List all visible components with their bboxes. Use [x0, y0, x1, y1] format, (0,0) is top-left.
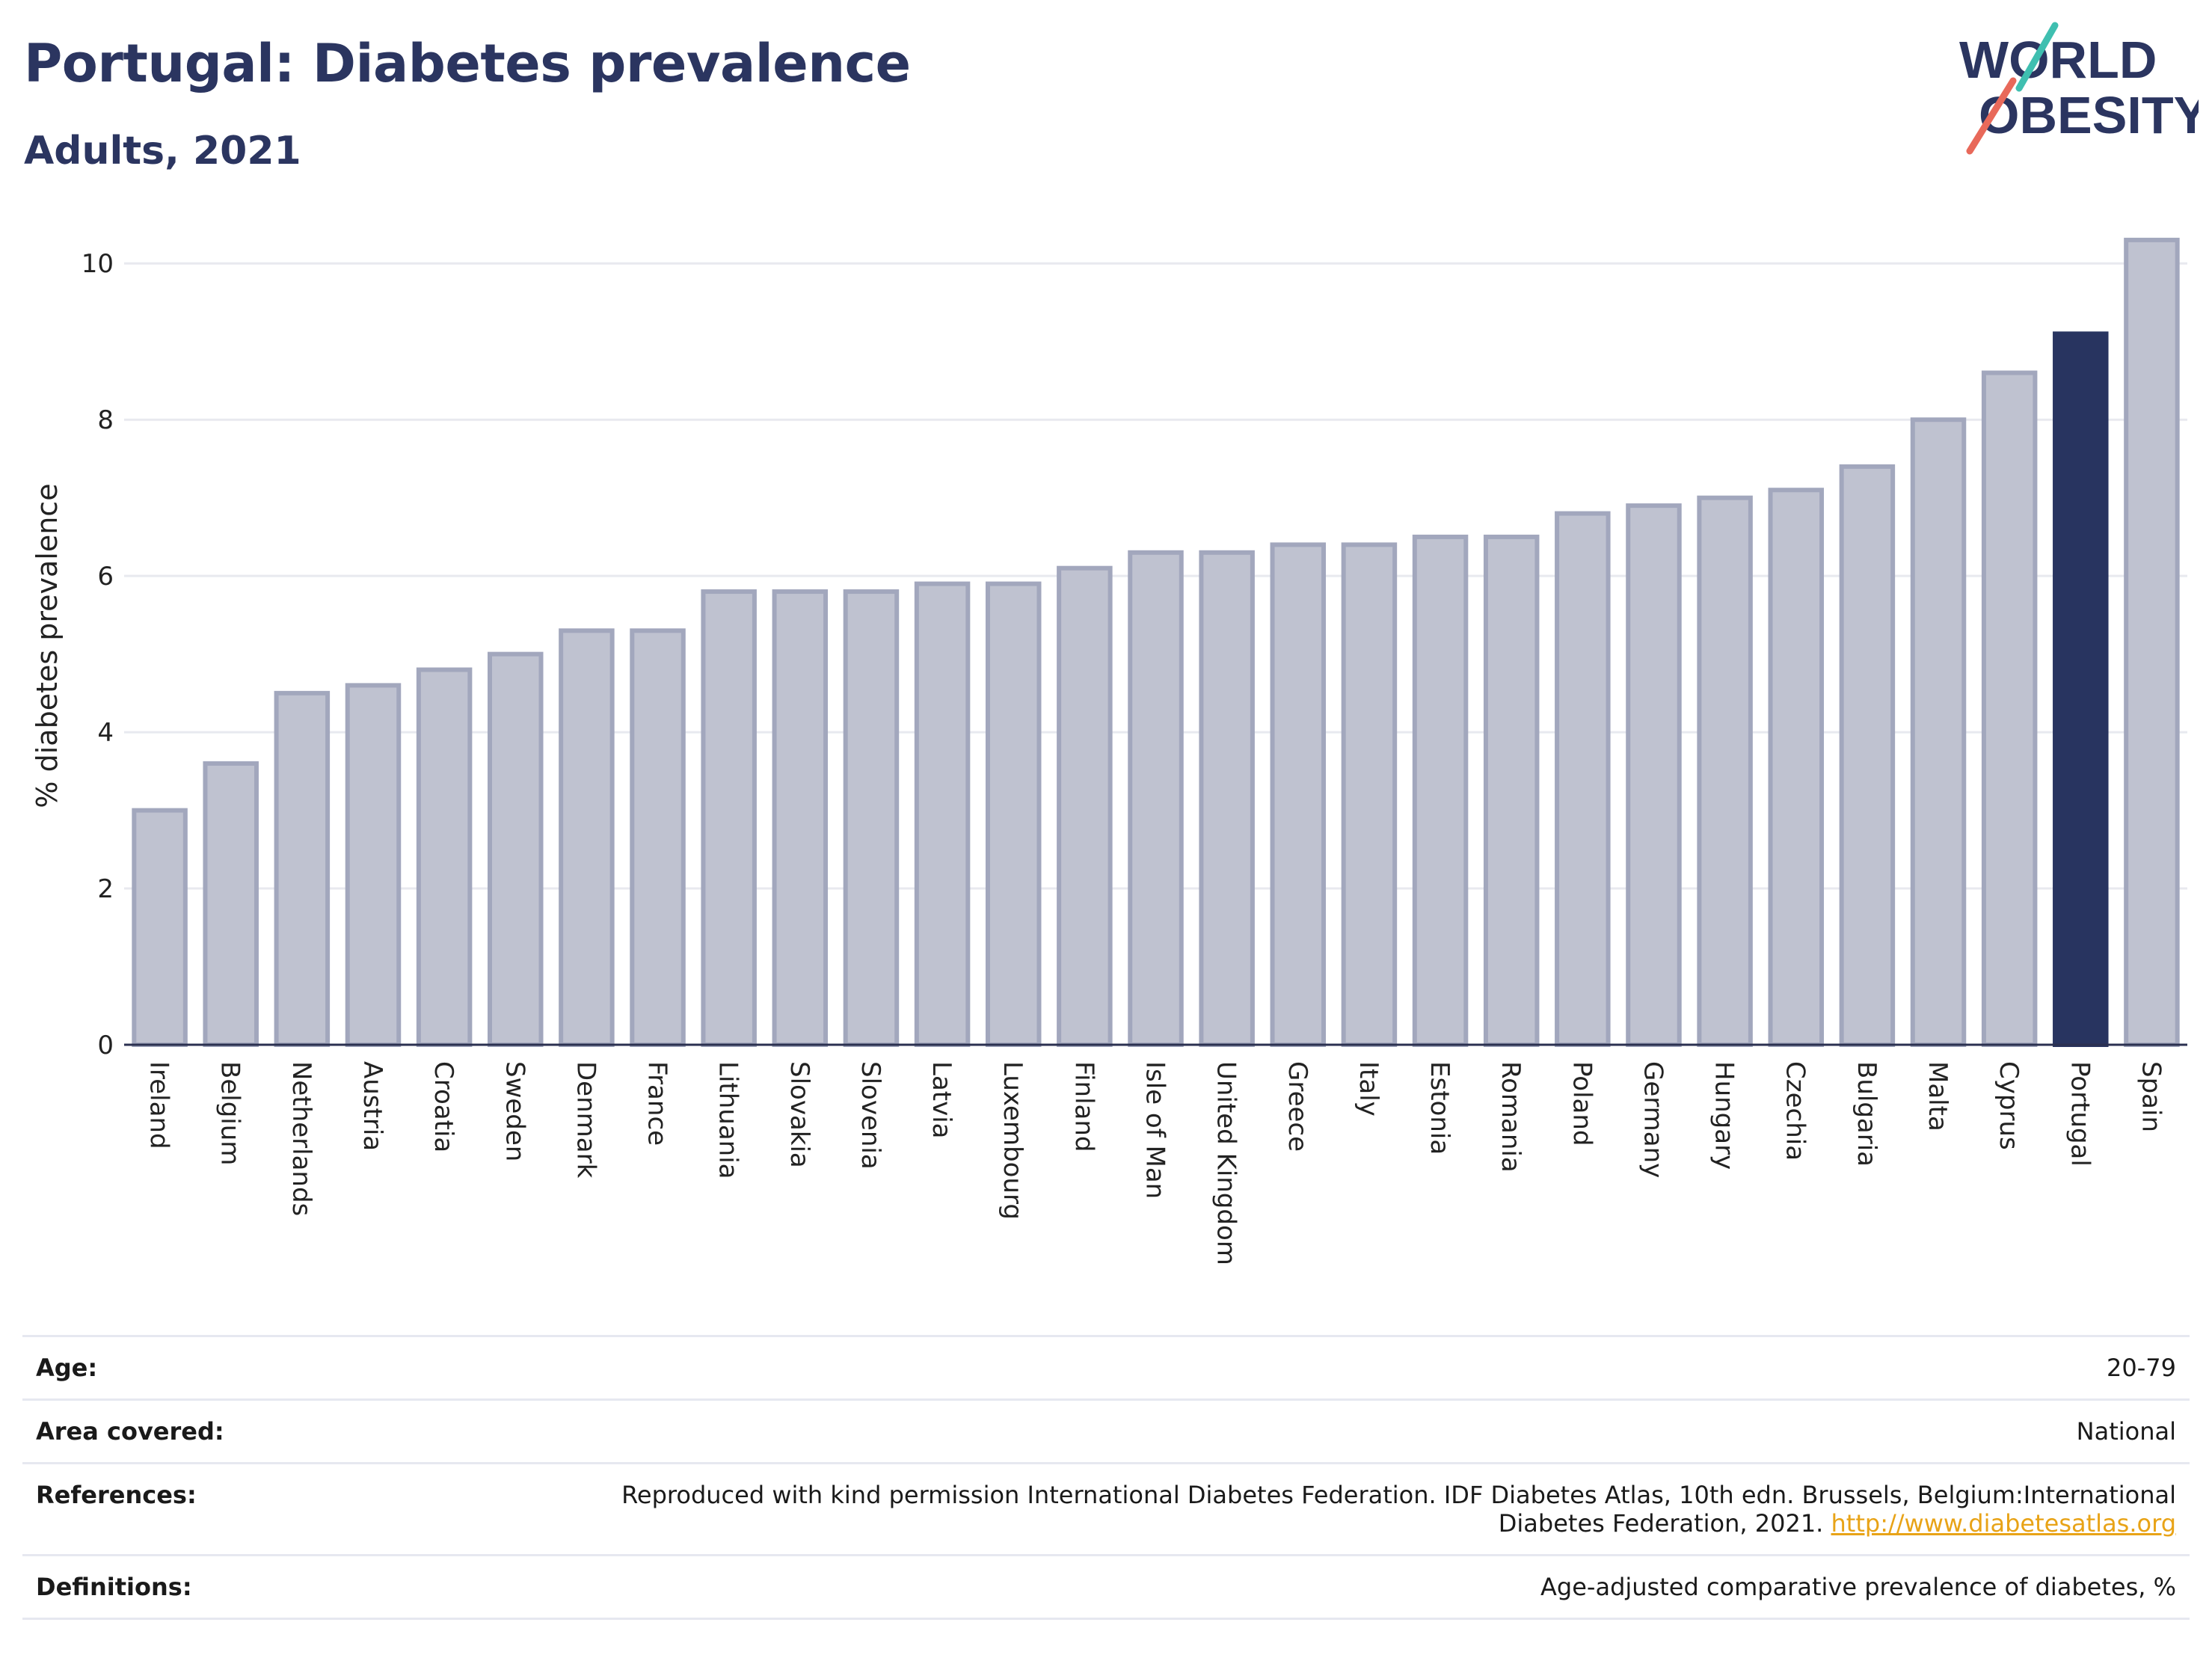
x-tick-label: France [642, 1061, 672, 1146]
references-text2: Diabetes Federation, 2021. [1498, 1509, 1824, 1538]
x-tick-label: Netherlands [286, 1061, 316, 1216]
x-tick-label: Belgium [215, 1061, 245, 1165]
x-tick-label: Greece [1282, 1061, 1312, 1152]
definitions-label: Definitions: [22, 1554, 319, 1620]
x-tick-label: Czechia [1781, 1061, 1810, 1161]
x-tick-label: Romania [1496, 1061, 1526, 1173]
bar-estonia [1412, 534, 1469, 1047]
bar-croatia [416, 667, 473, 1047]
logo-teal-slash [2015, 22, 2059, 92]
y-tick-label: 0 [97, 1031, 114, 1060]
meta-row-area: Area covered: National [22, 1398, 2190, 1464]
bar-isle-of-man [1128, 550, 1184, 1047]
references-text: Reproduced with kind permission Internat… [621, 1481, 2176, 1509]
x-tick-label: Hungary [1709, 1061, 1739, 1170]
bar-belgium [203, 761, 259, 1048]
meta-row-references: References: Reproduced with kind permiss… [22, 1462, 2190, 1556]
x-tick-label: Isle of Man [1140, 1061, 1170, 1199]
x-tick-label: Bulgaria [1852, 1061, 1881, 1167]
y-tick-label: 10 [82, 249, 114, 279]
x-tick-label: Croatia [428, 1061, 458, 1152]
references-label: References: [22, 1462, 319, 1556]
x-tick-label: Latvia [927, 1061, 956, 1139]
logo-coral-slash [1966, 77, 2017, 155]
bar-romania [1483, 534, 1540, 1047]
bar-portugal [2053, 331, 2109, 1047]
bar-greece [1270, 542, 1327, 1047]
x-tick-label: Austria [357, 1061, 387, 1151]
bar-ireland [132, 808, 188, 1047]
x-tick-label: Sweden [500, 1061, 529, 1161]
bar-austria [345, 683, 402, 1048]
meta-row-definitions: Definitions: Age-adjusted comparative pr… [22, 1554, 2190, 1620]
x-tick-label: Slovakia [784, 1061, 814, 1168]
metadata-table: Age: 20-79 Area covered: National Refere… [22, 1335, 2190, 1620]
bar-bulgaria [1839, 464, 1896, 1047]
bar-sweden [488, 651, 544, 1047]
bar-united-kingdom [1199, 550, 1255, 1047]
x-tick-label: Portugal [2065, 1061, 2095, 1167]
meta-row-age: Age: 20-79 [22, 1335, 2190, 1400]
x-tick-label: Poland [1567, 1061, 1597, 1146]
bar-france [630, 628, 686, 1047]
bar-malta [1910, 417, 1967, 1047]
page-title: Portugal: Diabetes prevalence [24, 33, 911, 94]
x-tick-label: Finland [1069, 1061, 1099, 1152]
x-tick-label: Germany [1638, 1061, 1668, 1178]
y-tick-label: 4 [97, 718, 114, 748]
axis-labels: 0 2 4 6 8 10 Ireland Belgium Netherlands Austria C… [31, 249, 2166, 1265]
bar-spain [2124, 237, 2180, 1047]
age-label: Age: [22, 1335, 319, 1400]
area-value: National [319, 1398, 2190, 1464]
bar-lithuania [701, 589, 757, 1047]
bar-denmark [559, 628, 615, 1047]
references-value: Reproduced with kind permission Internat… [319, 1462, 2190, 1556]
references-link[interactable]: http://www.diabetesatlas.org [1831, 1509, 2176, 1538]
area-label: Area covered: [22, 1398, 319, 1464]
x-tick-label: Lithuania [713, 1061, 743, 1179]
x-tick-label: Estonia [1425, 1061, 1454, 1155]
bar-luxembourg [985, 581, 1042, 1047]
x-tick-label: Malta [1923, 1061, 1953, 1132]
x-tick-label: Ireland [144, 1061, 174, 1149]
y-axis-title: % diabetes prevalence [31, 483, 64, 808]
y-tick-label: 2 [97, 874, 114, 904]
logo-line1: WORLD [1959, 31, 2157, 89]
x-tick-label: Italy [1354, 1061, 1383, 1117]
bars [132, 237, 2180, 1048]
bar-hungary [1697, 495, 1753, 1047]
y-tick-label: 6 [97, 562, 114, 592]
x-tick-label: Denmark [571, 1061, 600, 1179]
x-tick-label: Cyprus [1994, 1061, 2024, 1150]
bar-slovenia [843, 589, 900, 1047]
x-tick-label: Luxembourg [998, 1061, 1027, 1220]
y-tick-label: 8 [97, 405, 114, 435]
world-obesity-logo: WORLD OBESITY [1959, 22, 2199, 155]
bar-slovakia [772, 589, 829, 1047]
bar-netherlands [274, 690, 331, 1047]
bar-czechia [1768, 488, 1824, 1047]
bar-italy [1341, 542, 1398, 1047]
age-value: 20-79 [319, 1335, 2190, 1400]
x-tick-label: United Kingdom [1211, 1061, 1241, 1265]
bar-poland [1555, 511, 1611, 1047]
bar-germany [1626, 503, 1682, 1047]
definitions-value: Age-adjusted comparative prevalence of d… [319, 1554, 2190, 1620]
page-subtitle: Adults, 2021 [24, 129, 301, 174]
bar-cyprus [1981, 370, 2038, 1047]
x-tick-label: Spain [2136, 1061, 2166, 1132]
x-tick-label: Slovenia [855, 1061, 885, 1170]
bar-latvia [914, 581, 971, 1047]
bar-finland [1057, 565, 1113, 1047]
logo-line2: OBESITY [1979, 86, 2199, 144]
bar-chart: 0 2 4 6 8 10 Ireland Belgium Netherlands Austria C… [31, 237, 2187, 1265]
